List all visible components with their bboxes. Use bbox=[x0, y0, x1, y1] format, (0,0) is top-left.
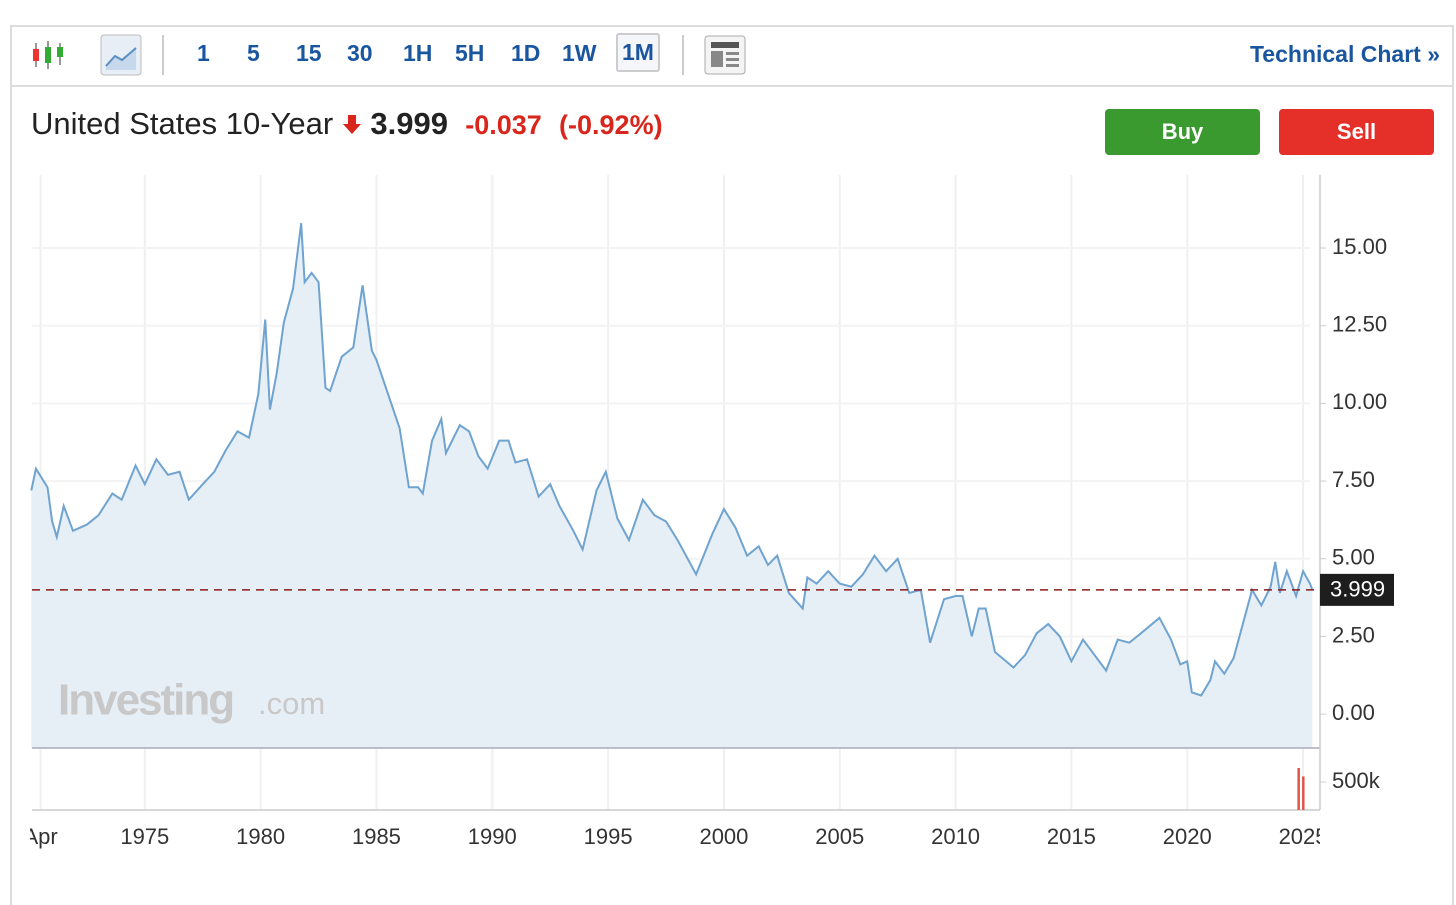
interval-button[interactable]: 1D bbox=[511, 40, 541, 66]
last-price-label: 3.999 bbox=[1330, 577, 1385, 602]
separator bbox=[162, 35, 164, 75]
interval-button[interactable]: 15 bbox=[296, 40, 322, 66]
y-tick-label: 0.00 bbox=[1332, 700, 1375, 725]
x-tick-label: 2005 bbox=[815, 824, 864, 849]
x-tick-label: 1990 bbox=[468, 824, 517, 849]
interval-button[interactable]: 5 bbox=[247, 40, 260, 66]
x-tick-label: 1995 bbox=[584, 824, 633, 849]
layout-icon[interactable] bbox=[704, 35, 746, 75]
technical-chart-link[interactable]: Technical Chart » bbox=[1250, 41, 1440, 68]
buy-button[interactable]: Buy bbox=[1105, 109, 1260, 155]
x-tick-label: 1985 bbox=[352, 824, 401, 849]
y-tick-label: 7.50 bbox=[1332, 467, 1375, 492]
x-tick-label: 2015 bbox=[1047, 824, 1096, 849]
area-icon[interactable] bbox=[100, 34, 142, 76]
y-tick-label: 12.50 bbox=[1332, 312, 1387, 337]
interval-button[interactable]: 30 bbox=[347, 40, 373, 66]
interval-button[interactable]: 5H bbox=[455, 40, 485, 66]
y-tick-label: 500k bbox=[1332, 768, 1381, 793]
interval-button[interactable]: 1W bbox=[562, 40, 597, 66]
x-tick-label: Apr bbox=[23, 824, 57, 849]
area-fill bbox=[31, 223, 1313, 749]
x-tick-label: 1980 bbox=[236, 824, 285, 849]
interval-button[interactable]: 1M bbox=[616, 33, 660, 72]
x-tick-label: 1975 bbox=[120, 824, 169, 849]
line bbox=[30, 223, 1314, 697]
x-tick-label: 2025 bbox=[1279, 824, 1328, 849]
instrument-name: United States 10-Year bbox=[31, 106, 334, 141]
watermark: Investing .com bbox=[58, 676, 325, 725]
volume-bar bbox=[1302, 776, 1305, 810]
y-tick-label: 2.50 bbox=[1332, 622, 1375, 647]
toolbar: 1 5 15 30 1H 5H 1D 1W 1M Technical Chart » bbox=[12, 27, 1452, 87]
interval-button[interactable]: 1 bbox=[197, 40, 210, 66]
sell-button[interactable]: Sell bbox=[1279, 109, 1434, 155]
x-tick-label: 2000 bbox=[699, 824, 748, 849]
widget-frame bbox=[10, 25, 1454, 905]
x-tick-label: 2010 bbox=[931, 824, 980, 849]
price: 3.999 bbox=[370, 106, 448, 141]
separator bbox=[682, 35, 684, 75]
volume-bar bbox=[1297, 767, 1300, 810]
link-icon[interactable]: » bbox=[1427, 41, 1440, 67]
candle-icon[interactable] bbox=[30, 39, 66, 71]
quote-header: United States 10-Year 3.999 -0.037 (-0.9… bbox=[31, 106, 663, 142]
link-text[interactable]: Technical Chart bbox=[1249, 41, 1421, 67]
down-arrow bbox=[342, 115, 361, 134]
change: -0.037 bbox=[465, 110, 542, 140]
plot: Apr 1975 1980 1985 1990 1995 2000 2005 2010 2015 2… bbox=[23, 175, 1328, 849]
y-tick-label: 15.00 bbox=[1332, 234, 1387, 259]
x-tick-label: 2020 bbox=[1163, 824, 1212, 849]
interval-button[interactable]: 1H bbox=[403, 40, 433, 66]
watermark-brand: Investing bbox=[58, 676, 233, 725]
y-tick-label: 10.00 bbox=[1332, 389, 1387, 414]
last-price-box bbox=[1320, 573, 1394, 606]
y-tick-label: 5.00 bbox=[1332, 545, 1375, 570]
change-percent: (-0.92%) bbox=[559, 110, 663, 140]
watermark-suffix: .com bbox=[258, 686, 325, 721]
